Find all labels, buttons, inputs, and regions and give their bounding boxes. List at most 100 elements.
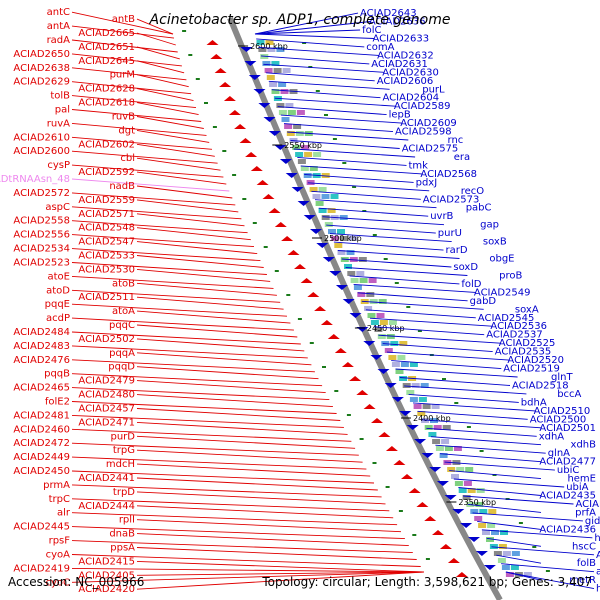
label-leader xyxy=(136,32,176,46)
gene-label: ACIAD2651 xyxy=(78,42,135,53)
gene-label: ACIAD2510 xyxy=(534,406,591,417)
scale-label: 2400 kbp xyxy=(413,414,451,423)
label-leader xyxy=(341,258,452,268)
feature-block xyxy=(409,362,418,367)
forward-gene-arrow xyxy=(377,369,390,374)
position-dash xyxy=(204,102,208,104)
position-dash xyxy=(315,90,320,92)
label-leader xyxy=(430,436,542,446)
forward-gene-arrow xyxy=(414,439,427,444)
reverse-gene-arrow xyxy=(294,264,306,269)
gene-label: ACIAD2472 xyxy=(13,438,70,449)
gene-label: ACIAD2501 xyxy=(539,423,596,434)
feature-block xyxy=(413,404,422,409)
label-leader xyxy=(136,571,424,590)
position-dash xyxy=(417,330,422,332)
feature-block xyxy=(367,313,376,318)
position-dash xyxy=(545,570,550,572)
position-dash xyxy=(188,54,193,56)
label-leader xyxy=(71,206,242,220)
label-leader xyxy=(136,421,348,435)
label-leader xyxy=(136,46,180,60)
reverse-gene-arrow xyxy=(341,362,354,367)
label-leader xyxy=(481,529,593,539)
feature-block xyxy=(491,530,499,535)
feature-block xyxy=(400,362,409,367)
gene-label: ACIAD2592 xyxy=(78,167,135,178)
feature-block xyxy=(377,334,386,339)
gene-label: atoB xyxy=(112,278,135,289)
forward-gene-arrow xyxy=(444,495,457,500)
feature-block xyxy=(309,166,318,171)
position-dash xyxy=(425,558,430,560)
feature-block xyxy=(497,558,506,563)
feature-block xyxy=(273,68,282,73)
feature-block xyxy=(328,229,336,234)
label-leader xyxy=(71,442,359,456)
gene-label: antA xyxy=(47,21,70,32)
label-leader xyxy=(322,216,445,226)
feature-block xyxy=(256,40,265,45)
gene-label: rplI xyxy=(119,515,135,526)
feature-block xyxy=(462,495,471,500)
label-leader xyxy=(136,241,258,255)
gene-label: purM xyxy=(110,70,135,81)
feature-block xyxy=(364,306,373,311)
label-leader xyxy=(136,74,189,88)
label-leader xyxy=(254,33,375,39)
gene-label: antB xyxy=(112,14,135,25)
label-leader xyxy=(71,122,207,136)
feature-block xyxy=(397,355,406,360)
label-leader xyxy=(71,526,405,540)
label-leader xyxy=(274,97,396,107)
reverse-gene-arrow xyxy=(219,82,232,87)
feature-block xyxy=(278,82,287,87)
gene-label: ACIAD2633 xyxy=(373,34,430,45)
position-dash xyxy=(479,450,484,452)
forward-gene-arrow xyxy=(322,257,335,262)
label-leader xyxy=(136,338,305,352)
label-leader xyxy=(71,331,301,345)
reverse-gene-arrow xyxy=(439,544,452,549)
label-leader xyxy=(271,89,381,99)
gene-label: purU xyxy=(438,228,462,239)
gene-label: tolB xyxy=(50,91,70,102)
gene-label: folE2 xyxy=(45,397,70,408)
reverse-gene-arrow xyxy=(356,390,369,395)
gene-label: metR xyxy=(569,575,596,586)
gene-label: ACIAD2405 xyxy=(78,570,135,581)
position-dash xyxy=(518,522,523,524)
label-leader xyxy=(486,537,542,547)
gene-label: radA xyxy=(47,35,71,46)
feature-block xyxy=(284,124,293,129)
gene-label: ACIAD2477 xyxy=(539,457,596,468)
feature-block xyxy=(388,355,397,360)
reverse-gene-arrow xyxy=(447,558,460,563)
gene-label: obgE xyxy=(489,254,514,265)
label-leader xyxy=(307,182,430,192)
reverse-gene-arrow xyxy=(393,460,406,465)
feature-block xyxy=(295,152,304,157)
position-dash xyxy=(334,390,339,392)
label-leader xyxy=(136,435,356,449)
gene-label: ubiA xyxy=(566,482,588,493)
label-leader xyxy=(136,324,298,338)
forward-gene-arrow xyxy=(310,229,322,234)
gene-label: rpsF xyxy=(49,536,71,547)
feature-block xyxy=(444,446,453,451)
feature-block xyxy=(264,68,273,73)
label-leader xyxy=(136,519,402,533)
feature-block xyxy=(379,320,388,325)
reverse-gene-arrow xyxy=(256,180,269,185)
gene-label: ACIAD2628 xyxy=(78,84,135,95)
gene-label: mdcH xyxy=(106,459,135,470)
label-leader xyxy=(136,102,199,116)
feature-block xyxy=(358,257,367,262)
gene-label: ACIAD2606 xyxy=(377,76,434,87)
feature-block xyxy=(324,222,333,227)
gene-label: antC xyxy=(47,7,70,18)
label-leader xyxy=(71,39,178,53)
gene-label: folB xyxy=(577,558,596,569)
label-leader xyxy=(71,178,230,192)
